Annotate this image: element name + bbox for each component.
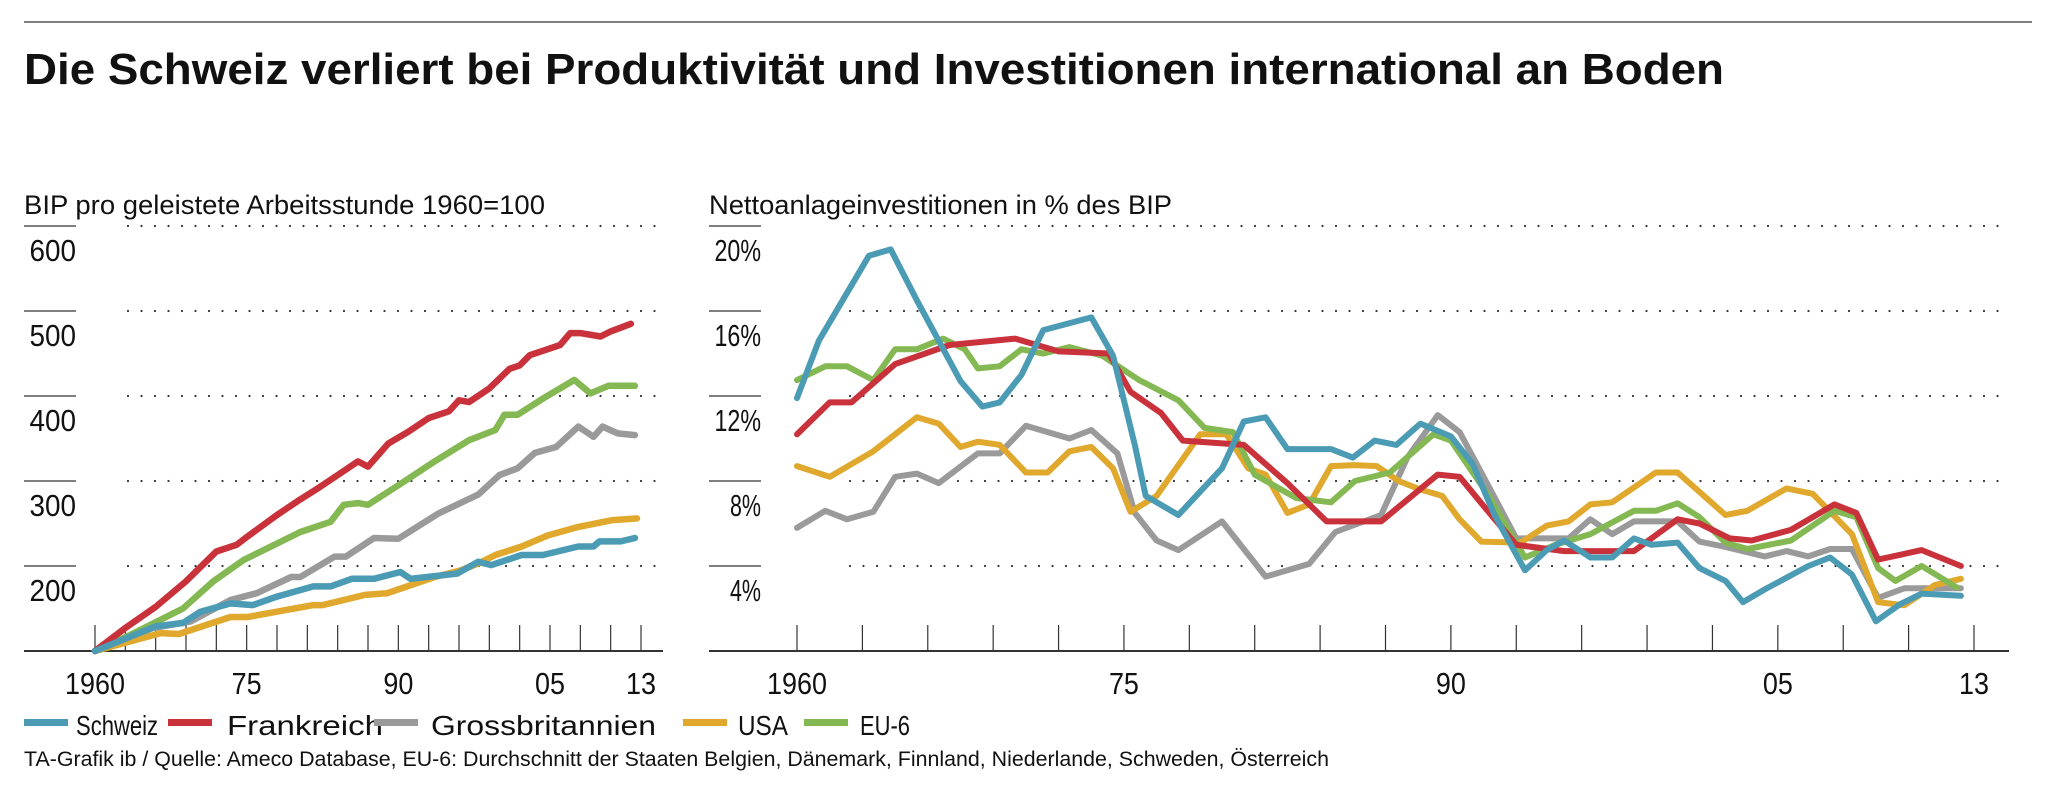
- series-line-eu-6: [91, 376, 639, 655]
- source-note: TA-Grafik ib / Quelle: Ameco Database, E…: [24, 748, 1329, 771]
- y-tick-label: 20%: [715, 233, 762, 268]
- x-tick-label: 1960: [65, 666, 125, 701]
- y-tick-label: 8%: [730, 488, 761, 523]
- productivity-chart: BIP pro geleistete Arbeitsstunde 1960=10…: [24, 190, 665, 701]
- y-tick-label: 4%: [730, 573, 761, 608]
- y-tick-label: 12%: [715, 403, 762, 438]
- legend-swatch: [804, 719, 848, 726]
- legend-label: Frankreich: [227, 710, 383, 741]
- y-tick-label: 600: [30, 233, 77, 268]
- series-line-schweiz: [794, 246, 1964, 625]
- y-tick-label: 400: [30, 403, 77, 438]
- x-tick-label: 75: [232, 666, 262, 701]
- series-line-grossbritannien: [91, 423, 639, 655]
- x-tick-label: 90: [1436, 666, 1466, 701]
- y-tick-label: 500: [30, 318, 77, 353]
- x-tick-label: 13: [626, 666, 656, 701]
- legend-swatch: [168, 719, 212, 726]
- productivity-chart-title: BIP pro geleistete Arbeitsstunde 1960=10…: [24, 190, 545, 220]
- series-line-schweiz: [91, 534, 639, 655]
- investment-chart-title: Nettoanlageinvestitionen in % des BIP: [709, 190, 1172, 220]
- chart-title: Die Schweiz verliert bei Produktivität u…: [24, 45, 1724, 94]
- series-line-frankreich: [794, 335, 1964, 569]
- x-tick-label: 75: [1109, 666, 1139, 701]
- x-tick-label: 90: [383, 666, 413, 701]
- legend-swatch: [24, 719, 68, 726]
- legend-label: EU-6: [860, 710, 910, 741]
- series-line-frankreich: [91, 320, 635, 655]
- x-tick-label: 05: [1763, 666, 1793, 701]
- investment-chart: Nettoanlageinvestitionen in % des BIP 4%…: [709, 190, 2011, 701]
- legend: Schweiz Frankreich Grossbritannien USA EU-6: [24, 710, 910, 741]
- legend-swatch: [683, 719, 727, 726]
- y-tick-label: 16%: [715, 318, 762, 353]
- y-tick-label: 200: [30, 573, 77, 608]
- series-line-usa: [794, 414, 1964, 609]
- x-tick-label: 05: [535, 666, 565, 701]
- x-tick-label: 13: [1959, 666, 1989, 701]
- series-line-usa: [91, 515, 641, 655]
- series-line-grossbritannien: [794, 412, 1964, 601]
- legend-swatch: [374, 719, 418, 726]
- legend-label: USA: [738, 710, 788, 741]
- y-tick-label: 300: [30, 488, 77, 523]
- x-tick-label: 1960: [767, 666, 827, 701]
- legend-label: Schweiz: [76, 710, 158, 741]
- legend-label: Grossbritannien: [431, 710, 656, 741]
- series-line-eu-6: [794, 335, 1960, 591]
